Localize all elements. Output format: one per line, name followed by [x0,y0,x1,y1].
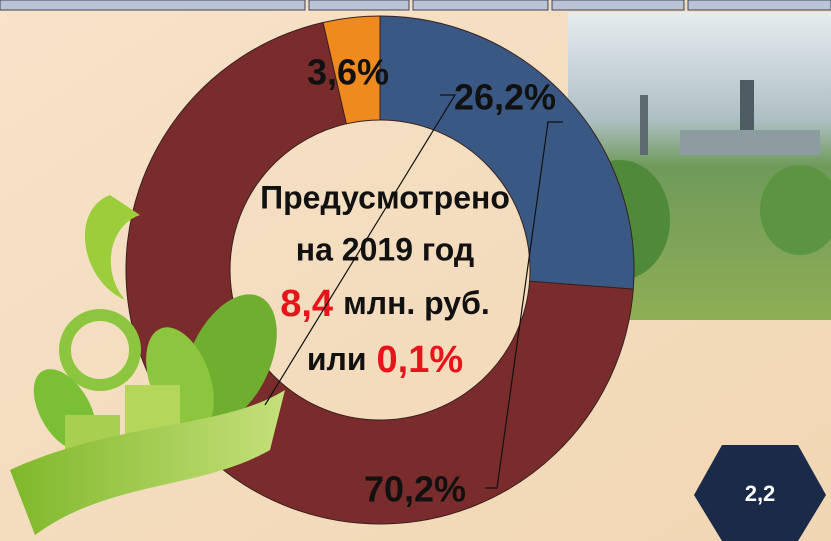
badge: 2,2 [694,445,826,541]
center-line: на 2019 год [296,231,474,267]
value-label: 26,2% [454,77,556,118]
leader-line [485,121,563,489]
center-line: 8,4 млн. руб. [280,283,490,325]
center-text: Предусмотрено на 2019 год 8,4 млн. руб. и… [260,179,510,381]
donut-segment [322,15,381,125]
center-line: или 0,1% [307,339,463,381]
donut-segment [379,15,635,290]
or: или [307,341,367,377]
value-label: 70,2% [364,469,466,510]
share: 0,1% [377,339,464,381]
top-tabs [0,0,831,11]
value-label: 3,6% [307,52,389,93]
eco-illustration [10,195,285,535]
badge-text: 2,2 [745,481,776,506]
amount: 8,4 [280,283,333,325]
unit: млн. руб. [343,285,490,321]
leader-line [264,94,457,406]
